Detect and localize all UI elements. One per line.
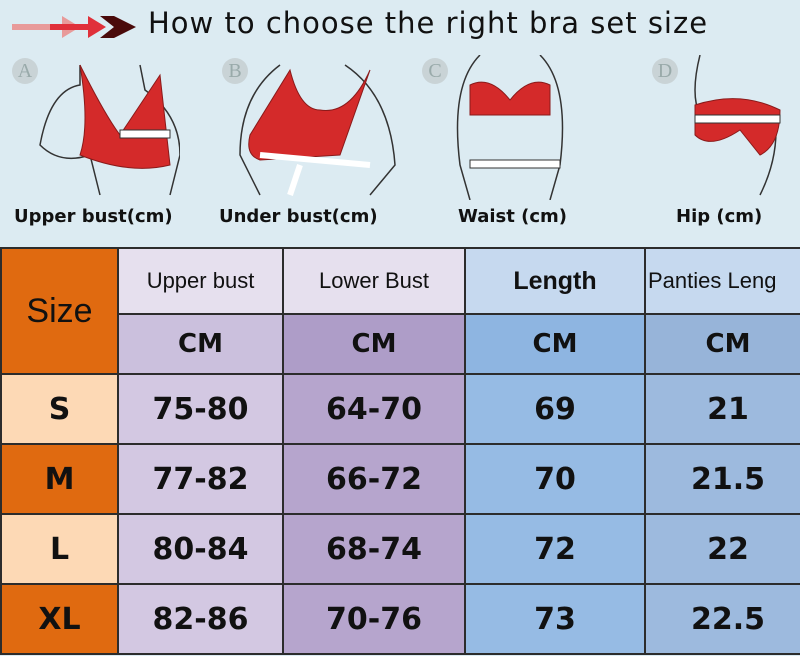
unit-cell: CM <box>117 313 284 375</box>
size-table: Size Upper bust Lower Bust Length Pantie… <box>0 247 800 655</box>
upper-bust-cell: 77-82 <box>117 443 284 515</box>
header-lower-bust: Lower Bust <box>282 247 466 315</box>
table-row: L 80-84 68-74 72 22 <box>0 513 800 585</box>
lower-bust-cell: 70-76 <box>282 583 466 655</box>
lower-bust-cell: 68-74 <box>282 513 466 585</box>
upper-bust-illustration <box>20 55 180 200</box>
header-row: Size Upper bust Lower Bust Length Pantie… <box>0 247 800 375</box>
upper-bust-cell: 80-84 <box>117 513 284 585</box>
caption-upper-bust: Upper bust(cm) <box>14 206 173 227</box>
unit-row: CM CM CM CM <box>1 313 800 375</box>
header-panties-length: Panties Leng <box>644 247 800 315</box>
length-cell: 73 <box>464 583 646 655</box>
upper-bust-cell: 75-80 <box>117 373 284 445</box>
lower-bust-cell: 64-70 <box>282 373 466 445</box>
length-cell: 69 <box>464 373 646 445</box>
panties-length-cell: 22.5 <box>644 583 800 655</box>
size-cell: XL <box>0 583 119 655</box>
table-row: XL 82-86 70-76 73 22.5 <box>0 583 800 655</box>
upper-bust-cell: 82-86 <box>117 583 284 655</box>
waist-illustration <box>450 55 570 200</box>
caption-hip: Hip (cm) <box>676 206 763 227</box>
caption-waist: Waist (cm) <box>458 206 567 227</box>
unit-cell: CM <box>644 313 800 375</box>
figure-letter-a: A <box>12 58 38 84</box>
size-cell: S <box>0 373 119 445</box>
under-bust-illustration <box>230 55 400 200</box>
panties-length-cell: 22 <box>644 513 800 585</box>
length-cell: 70 <box>464 443 646 515</box>
page-title: How to choose the right bra set size <box>148 6 709 40</box>
measurement-guide: How to choose the right bra set size A B… <box>0 0 800 246</box>
panties-length-cell: 21.5 <box>644 443 800 515</box>
size-cell: L <box>0 513 119 585</box>
table-row: S 75-80 64-70 69 21 <box>0 373 800 445</box>
hip-illustration <box>680 55 790 200</box>
length-cell: 72 <box>464 513 646 585</box>
unit-cell: CM <box>282 313 466 375</box>
caption-under-bust: Under bust(cm) <box>219 206 378 227</box>
size-cell: M <box>0 443 119 515</box>
lower-bust-cell: 66-72 <box>282 443 466 515</box>
header-length: Length <box>464 247 646 315</box>
panties-length-cell: 21 <box>644 373 800 445</box>
unit-cell: CM <box>464 313 646 375</box>
arrows-icon <box>12 16 136 38</box>
header-upper-bust: Upper bust <box>117 247 284 315</box>
size-header: Size <box>0 247 119 375</box>
table-row: M 77-82 66-72 70 21.5 <box>0 443 800 515</box>
figure-letter-d: D <box>652 58 678 84</box>
figure-letter-b: B <box>222 58 248 84</box>
figure-letter-c: C <box>422 58 448 84</box>
